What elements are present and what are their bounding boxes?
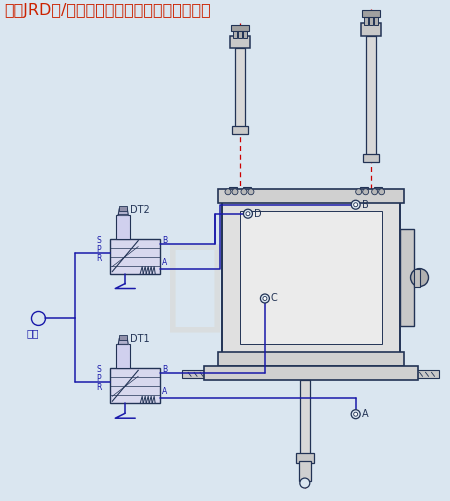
Circle shape <box>32 312 45 326</box>
Circle shape <box>300 478 310 488</box>
Bar <box>363 154 378 162</box>
Bar <box>204 366 418 380</box>
Bar <box>243 187 251 370</box>
Bar <box>238 29 242 38</box>
Circle shape <box>354 412 358 416</box>
Bar <box>218 189 404 203</box>
Text: R: R <box>96 383 102 392</box>
Bar <box>299 461 311 481</box>
Bar <box>116 344 130 368</box>
Text: DT1: DT1 <box>130 334 150 344</box>
Circle shape <box>363 189 369 195</box>
Text: B: B <box>162 365 167 374</box>
Text: B: B <box>362 200 369 210</box>
Text: B: B <box>162 235 167 244</box>
Bar <box>229 187 237 370</box>
Bar <box>414 269 419 287</box>
Circle shape <box>261 294 270 303</box>
Text: S: S <box>96 365 101 374</box>
Text: P: P <box>96 244 101 254</box>
Circle shape <box>356 189 362 195</box>
Bar <box>364 15 368 25</box>
Polygon shape <box>118 209 128 215</box>
Text: S: S <box>96 235 101 244</box>
Text: R: R <box>96 254 102 263</box>
Bar <box>400 228 414 327</box>
Bar <box>374 15 378 25</box>
Circle shape <box>263 297 267 301</box>
Bar <box>296 453 314 463</box>
Text: 玖容JRD总/力行程可调气液增压缸气路连接图: 玖容JRD总/力行程可调气液增压缸气路连接图 <box>4 3 211 18</box>
Text: A: A <box>162 387 167 396</box>
Bar <box>116 215 130 238</box>
Text: A: A <box>162 258 167 267</box>
Bar <box>235 48 245 128</box>
Text: C: C <box>271 294 278 304</box>
Circle shape <box>246 212 250 216</box>
Text: D: D <box>254 209 261 219</box>
Circle shape <box>354 203 358 207</box>
Text: DT2: DT2 <box>130 205 150 215</box>
Bar <box>300 380 310 455</box>
Text: 玖容: 玖容 <box>165 239 285 337</box>
Circle shape <box>225 189 231 195</box>
Bar <box>243 29 247 38</box>
Bar <box>374 187 382 370</box>
Text: P: P <box>96 374 101 383</box>
Bar <box>230 36 250 48</box>
Bar <box>218 352 404 366</box>
Circle shape <box>241 189 247 195</box>
Bar <box>240 211 382 344</box>
Circle shape <box>248 189 254 195</box>
Circle shape <box>351 410 360 419</box>
Text: A: A <box>362 409 368 419</box>
Circle shape <box>232 189 238 195</box>
Bar <box>360 23 381 36</box>
Circle shape <box>410 269 428 287</box>
Bar <box>110 368 160 403</box>
Bar <box>360 187 368 370</box>
Bar <box>415 370 440 378</box>
Polygon shape <box>118 338 128 344</box>
Circle shape <box>372 189 378 195</box>
Bar <box>232 126 248 134</box>
Circle shape <box>378 189 385 195</box>
Bar <box>366 36 376 156</box>
Text: 气源: 气源 <box>27 328 39 338</box>
Bar <box>119 206 127 211</box>
Bar <box>231 25 249 31</box>
Circle shape <box>351 200 360 209</box>
Bar <box>369 15 373 25</box>
Bar <box>362 10 380 17</box>
Bar <box>119 335 127 340</box>
Circle shape <box>243 209 252 218</box>
Bar <box>110 238 160 274</box>
Bar <box>182 370 206 378</box>
Bar <box>222 199 400 356</box>
Bar <box>233 29 237 38</box>
